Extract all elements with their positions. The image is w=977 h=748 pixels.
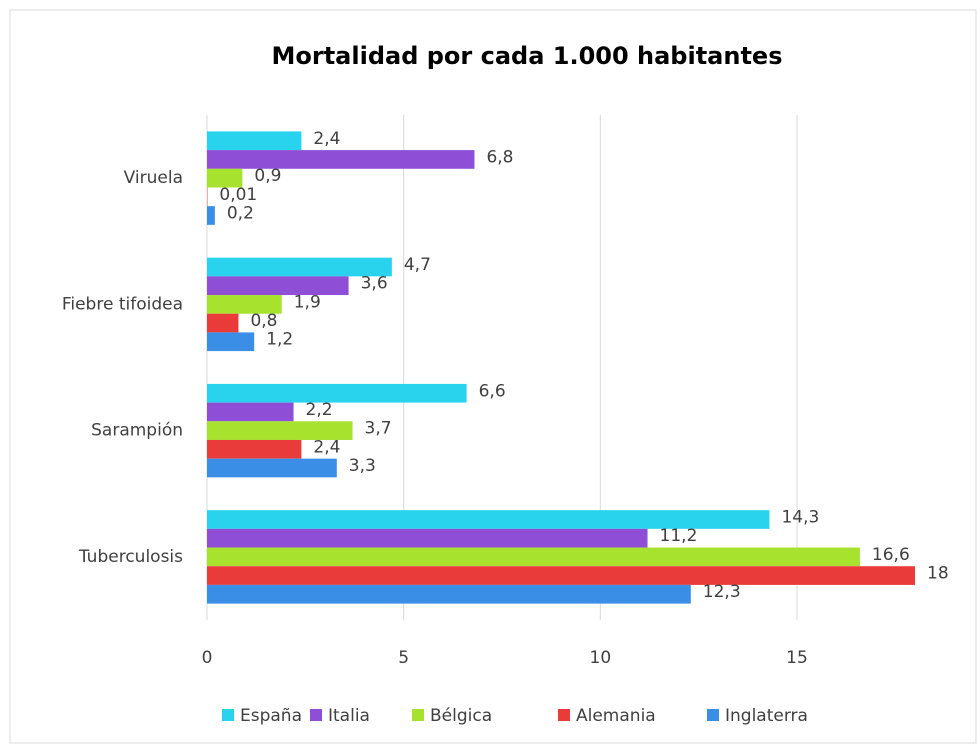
chart-title: Mortalidad por cada 1.000 habitantes (272, 42, 783, 70)
data-label: 6,6 (479, 381, 506, 401)
legend-swatch (222, 709, 234, 721)
data-label: 18 (927, 564, 949, 584)
legend-swatch (310, 709, 322, 721)
data-label: 3,3 (349, 456, 376, 476)
x-tick-label: 5 (398, 648, 409, 668)
data-label: 0,01 (219, 185, 257, 205)
data-label: 2,4 (313, 129, 340, 149)
legend-label: Alemania (576, 706, 656, 726)
bar (207, 150, 474, 169)
data-label: 16,6 (872, 545, 910, 565)
data-label: 3,7 (365, 419, 392, 439)
x-tick-label: 0 (202, 648, 213, 668)
bar (207, 548, 860, 567)
bar (207, 206, 215, 225)
data-label: 0,9 (254, 166, 281, 186)
bar (207, 314, 238, 333)
data-label: 4,7 (404, 255, 431, 275)
bar (207, 566, 915, 585)
legend-swatch (558, 709, 570, 721)
legend-label: España (240, 706, 302, 726)
data-label: 1,2 (266, 330, 293, 350)
data-label: 3,6 (361, 274, 388, 294)
data-label: 2,4 (313, 437, 340, 457)
data-label: 12,3 (703, 582, 741, 602)
data-label: 14,3 (781, 508, 819, 528)
data-label: 6,8 (486, 147, 513, 167)
bar (207, 440, 301, 459)
legend-swatch (707, 709, 719, 721)
legend-label: Inglaterra (725, 706, 808, 726)
legend-label: Bélgica (430, 706, 492, 726)
x-tick-label: 15 (786, 648, 808, 668)
data-label: 2,2 (306, 400, 333, 420)
bar (207, 131, 301, 150)
y-tick-label: Fiebre tifoidea (62, 294, 183, 314)
data-label: 1,9 (294, 292, 321, 312)
legend-label: Italia (328, 706, 370, 726)
bar (207, 585, 691, 604)
y-tick-label: Viruela (124, 168, 183, 188)
data-label: 0,8 (250, 311, 277, 331)
data-label: 11,2 (660, 526, 698, 546)
data-label: 0,2 (227, 203, 254, 223)
bar (207, 384, 467, 403)
bar (207, 332, 254, 351)
bar (207, 529, 648, 548)
bar (207, 276, 349, 295)
x-tick-label: 10 (590, 648, 612, 668)
bar (207, 459, 337, 478)
y-tick-label: Sarampión (91, 421, 183, 441)
chart-frame (10, 10, 976, 743)
bar (207, 403, 294, 422)
legend-swatch (412, 709, 424, 721)
y-tick-label: Tuberculosis (78, 547, 183, 567)
